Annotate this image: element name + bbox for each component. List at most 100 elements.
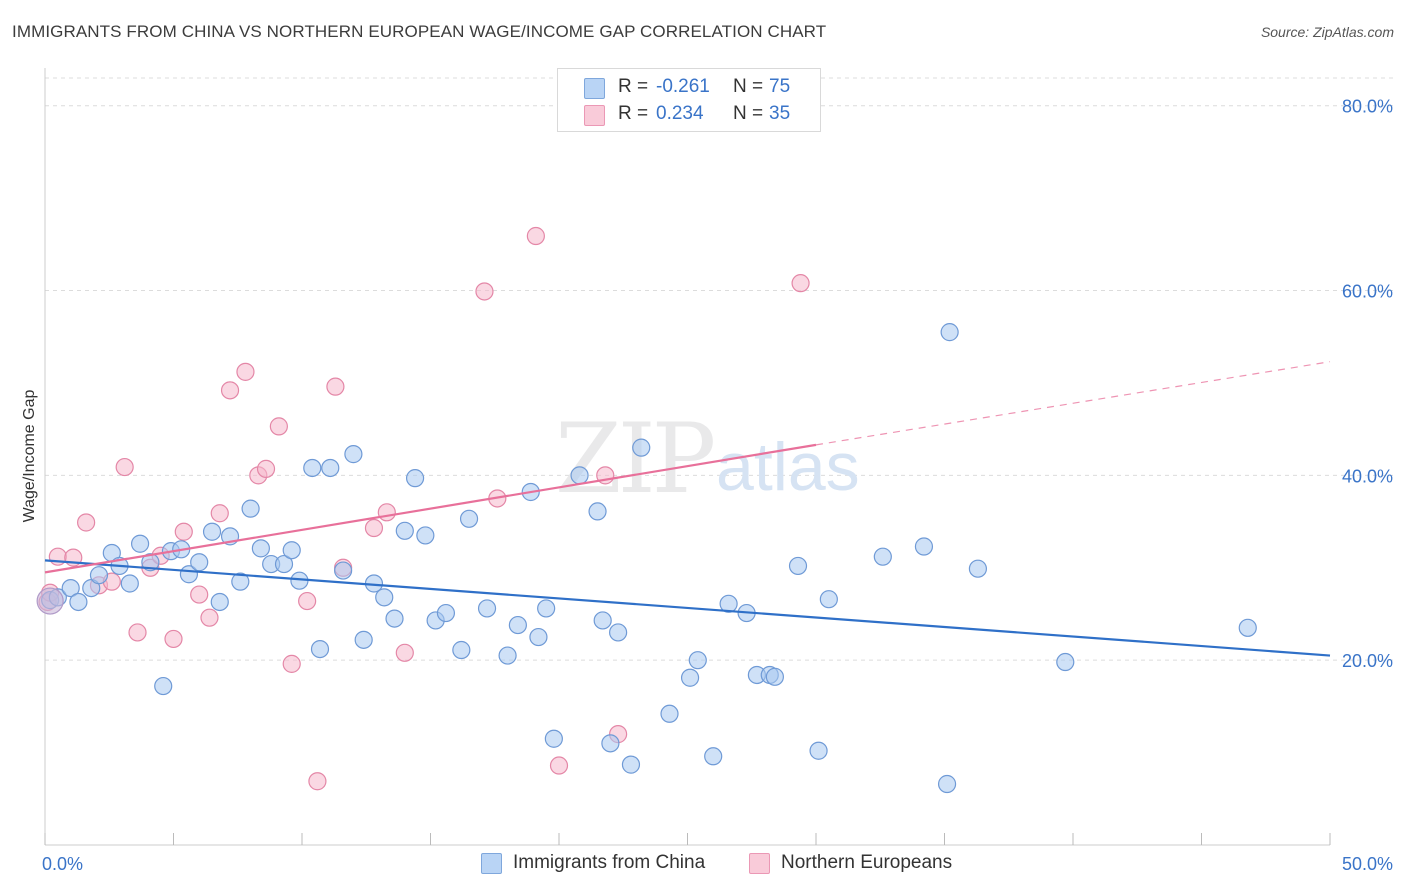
point-northern <box>791 274 810 293</box>
point-china <box>303 458 322 478</box>
tick-labels: 20.0% 40.0% 60.0% 80.0% 0.0% 50.0% <box>42 97 1393 874</box>
legend-row-china: R = -0.261 N = 75 <box>558 74 820 100</box>
point-china <box>310 639 330 659</box>
point-china <box>61 579 80 598</box>
series-label-northern: Northern Europeans <box>781 852 953 873</box>
trend-line-china <box>44 559 1331 657</box>
point-northern <box>256 459 276 478</box>
point-china <box>141 553 160 572</box>
point-china <box>190 553 209 572</box>
point-china <box>809 741 828 760</box>
point-china <box>660 704 679 723</box>
point-china <box>334 561 353 580</box>
point-china <box>680 668 700 687</box>
point-china <box>914 537 934 556</box>
y-tick-label: 20.0% <box>1342 651 1393 671</box>
point-cluster <box>36 587 64 615</box>
point-china <box>154 676 173 696</box>
data-points <box>36 226 1257 794</box>
point-china <box>385 609 404 628</box>
point-china <box>251 539 270 558</box>
point-china <box>937 774 957 794</box>
point-northern <box>115 457 134 477</box>
point-northern <box>282 654 301 673</box>
chart-title: IMMIGRANTS FROM CHINA VS NORTHERN EUROPE… <box>12 22 827 41</box>
point-northern <box>220 381 240 400</box>
point-china <box>940 323 959 342</box>
point-china <box>436 603 456 623</box>
point-northern <box>200 608 219 627</box>
series-swatch-china <box>481 853 502 874</box>
point-china <box>508 615 527 635</box>
legend-n-value: 75 <box>769 76 791 97</box>
x-tick-label-start: 0.0% <box>42 854 83 874</box>
point-china <box>375 588 394 607</box>
y-tick-label: 60.0% <box>1342 282 1393 302</box>
y-tick-label: 40.0% <box>1342 466 1393 486</box>
point-northern <box>475 282 494 301</box>
point-china <box>819 590 838 609</box>
point-china <box>130 534 150 553</box>
point-china <box>459 509 479 528</box>
point-northern <box>174 522 193 541</box>
legend-swatch-northern <box>584 105 605 126</box>
point-china <box>498 646 517 665</box>
point-china <box>788 556 808 576</box>
correlation-legend: R = -0.261 N = 75 R = 0.234 N = 35 <box>557 68 821 132</box>
point-northern <box>128 623 147 642</box>
point-china <box>1056 652 1075 672</box>
series-swatch-northern <box>749 853 770 874</box>
point-china <box>529 627 548 647</box>
point-northern <box>526 226 545 246</box>
point-china <box>609 623 628 642</box>
point-china <box>241 499 260 518</box>
point-northern <box>236 362 255 381</box>
point-northern <box>190 585 209 604</box>
point-northern <box>377 503 396 522</box>
x-tick-label-end: 50.0% <box>1342 854 1393 874</box>
point-china <box>632 438 651 457</box>
legend-r-label: R = <box>618 103 649 124</box>
point-china <box>873 547 892 566</box>
point-china <box>416 526 435 545</box>
series-label-china: Immigrants from China <box>513 852 706 873</box>
point-china <box>704 747 723 766</box>
point-china <box>1238 618 1257 637</box>
point-china <box>231 572 250 591</box>
point-china <box>354 630 373 649</box>
point-china <box>210 592 229 612</box>
point-china <box>537 599 556 618</box>
point-china <box>544 729 563 748</box>
y-tick-label: 80.0% <box>1342 97 1393 117</box>
point-northern <box>77 513 96 532</box>
point-china <box>282 541 301 560</box>
point-china <box>274 554 294 574</box>
point-china <box>344 445 363 464</box>
point-china <box>601 734 620 753</box>
trend-line-northern-extension <box>815 361 1331 446</box>
point-china <box>765 667 784 686</box>
watermark-zip: ZIP <box>555 403 714 515</box>
point-northern <box>308 772 327 791</box>
legend-row-northern: R = 0.234 N = 35 <box>558 101 820 127</box>
point-china <box>452 640 471 660</box>
legend-r-value: -0.261 <box>656 76 710 97</box>
point-china <box>69 592 88 612</box>
point-china <box>593 611 612 630</box>
point-northern <box>549 756 569 775</box>
legend-swatch-china <box>584 78 605 99</box>
source-label: Source: ZipAtlas.com <box>1260 24 1394 40</box>
legend-n-value: 35 <box>769 103 791 124</box>
watermark-atlas: atlas <box>716 429 860 505</box>
point-china <box>89 566 109 585</box>
point-northern <box>164 629 183 649</box>
legend-r-value: 0.234 <box>656 103 704 124</box>
point-china <box>120 574 139 593</box>
point-northern <box>326 377 345 396</box>
legend-r-label: R = <box>618 76 649 97</box>
point-china <box>570 466 589 485</box>
trend-lines <box>44 361 1331 657</box>
trend-line-northern <box>44 443 817 574</box>
point-china <box>968 559 988 578</box>
point-china <box>477 599 497 618</box>
